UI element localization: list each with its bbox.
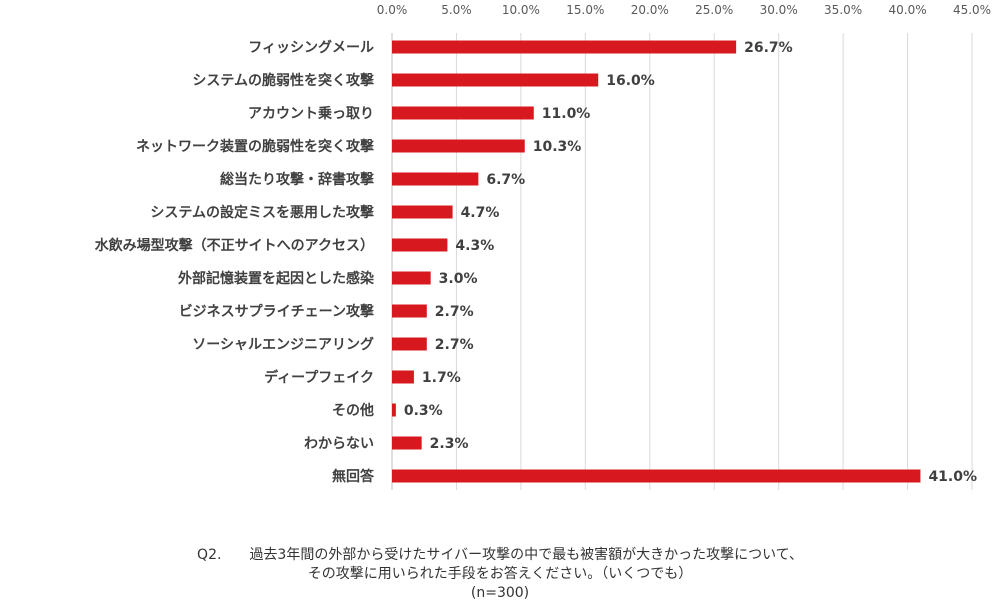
value-label: 26.7% [744,40,793,56]
bar [392,73,599,87]
question-text-2: その攻撃に用いられた手段をお答えください。（いくつでも） [307,566,693,582]
bar [392,370,414,384]
value-label: 16.0% [606,73,655,89]
x-tick-label: 45.0% [953,3,991,17]
bar [392,469,921,483]
gridlines [391,33,973,490]
x-tick-label: 10.0% [502,3,540,17]
value-label: 4.3% [455,238,494,254]
category-label: システムの脆弱性を突く攻撃 [192,72,374,89]
category-labels: フィッシングメールシステムの脆弱性を突く攻撃アカウント乗っ取りネットワーク装置の… [95,39,375,485]
x-tick-label: 30.0% [760,3,798,17]
value-label: 4.7% [461,205,500,221]
bar [392,106,534,120]
category-label: その他 [332,402,374,419]
sample-size: (n=300) [470,585,530,601]
category-label: ディープフェイク [264,369,374,386]
caption-line-1: Q2. 過去3年間の外部から受けたサイバー攻撃の中で最も被害額が大きかった攻撃につ… [120,546,880,565]
bar [392,271,431,285]
x-axis-tick-labels: 0.0% 5.0% 10.0% 15.0% 20.0% 25.0% 30.0% 35.0% 40… [377,3,991,17]
bar [392,304,427,318]
x-tick-label: 20.0% [631,3,669,17]
x-tick-label: 35.0% [824,3,862,17]
category-label: システムの設定ミスを悪用した攻撃 [150,204,374,221]
value-label: 41.0% [928,469,977,485]
category-label: アカウント乗っ取り [248,105,374,122]
category-label: 無回答 [332,468,375,485]
value-label: 0.3% [404,403,443,419]
bar [392,436,422,450]
value-labels: 26.7% 16.0% 11.0% 10.3% 6.7% 4.7% 4.3% 3.0% 2.7%… [404,40,977,485]
question-text-1: 過去3年間の外部から受けたサイバー攻撃の中で最も被害額が大きかった攻撃について、 [249,547,803,563]
value-label: 2.3% [430,436,469,452]
bar [392,205,453,219]
category-label: ビジネスサプライチェーン攻撃 [179,303,374,320]
x-tick-label: 5.0% [441,3,472,17]
category-label: わからない [304,436,374,452]
value-label: 11.0% [542,106,591,122]
category-label: ネットワーク装置の脆弱性を突く攻撃 [136,138,374,155]
x-tick-label: 40.0% [888,3,926,17]
x-tick-label: 25.0% [695,3,733,17]
value-label: 1.7% [422,370,461,386]
bars [392,40,921,483]
question-caption: Q2. 過去3年間の外部から受けたサイバー攻撃の中で最も被害額が大きかった攻撃につ… [120,546,880,603]
bar [392,238,448,252]
x-tick-label: 15.0% [566,3,604,17]
value-label: 2.7% [435,337,474,353]
category-label: 水飲み場型攻撃（不正サイトへのアクセス） [95,237,374,254]
bar [392,403,396,417]
value-label: 3.0% [439,271,478,287]
value-label: 10.3% [533,139,582,155]
bar [392,337,427,351]
bar [392,172,479,186]
category-label: 外部記憶装置を起因とした感染 [178,270,375,287]
x-tick-label: 0.0% [377,3,408,17]
value-label: 6.7% [486,172,525,188]
bar [392,139,525,153]
question-id: Q2. [197,547,222,563]
category-label: ソーシャルエンジニアリング [192,336,374,353]
bar [392,40,737,54]
category-label: フィッシングメール [248,39,374,56]
value-label: 2.7% [435,304,474,320]
category-label: 総当たり攻撃・辞書攻撃 [220,171,374,188]
